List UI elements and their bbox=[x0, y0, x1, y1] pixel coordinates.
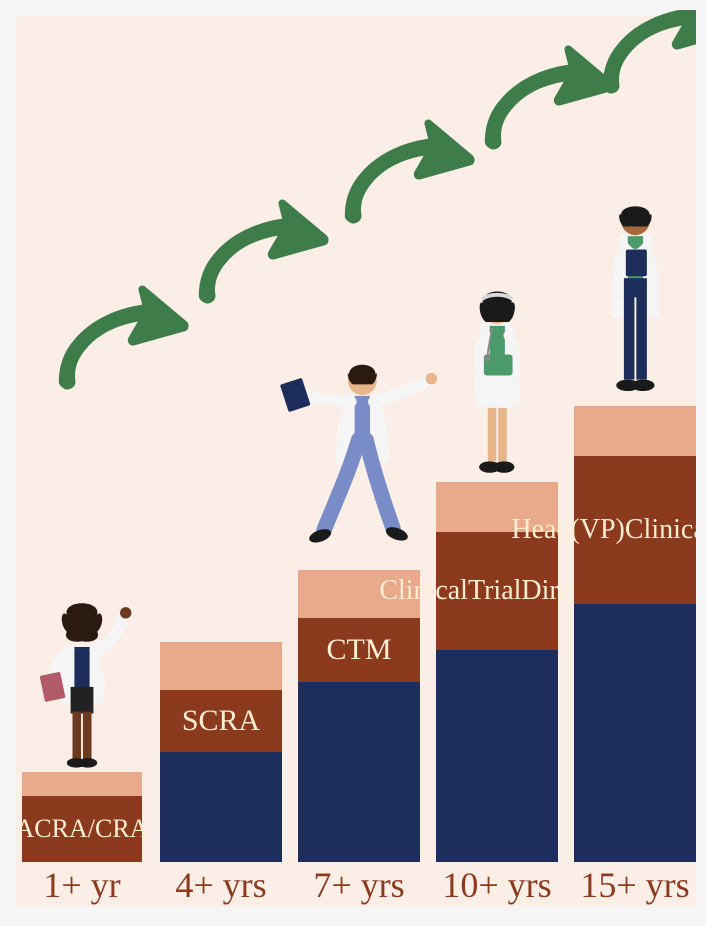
bar-label-line: ACRA/ bbox=[16, 814, 95, 844]
progress-arrow-2 bbox=[332, 106, 482, 236]
years-label-3: 10+ yrs bbox=[436, 864, 558, 906]
bar-label-line: (VP) bbox=[570, 514, 624, 546]
progress-arrow-4 bbox=[590, 10, 696, 106]
bar-top-segment bbox=[574, 406, 696, 456]
bar-label-line: CTM bbox=[326, 633, 391, 668]
person-illustration-2 bbox=[440, 280, 555, 490]
infographic-canvas: ACRA/CRA1+ yrSCRA4+ yrsCTM7+ yrsClinical… bbox=[10, 10, 696, 916]
years-label-2: 7+ yrs bbox=[298, 864, 420, 906]
years-label-4: 15+ yrs bbox=[574, 864, 696, 906]
progress-arrow-icon bbox=[186, 186, 336, 316]
bar-label-line: SCRA bbox=[182, 704, 260, 739]
bar-label-line: Clinical bbox=[379, 575, 468, 607]
career-ladder-infographic: ACRA/CRA1+ yrSCRA4+ yrsCTM7+ yrsClinical… bbox=[16, 16, 696, 906]
bar-label-segment: CTM bbox=[298, 618, 420, 682]
progress-arrow-1 bbox=[186, 186, 336, 316]
bar-label-line: Trial bbox=[468, 575, 521, 607]
bar-label-segment: Head(VP)ClinicalOps bbox=[574, 456, 696, 604]
progress-arrow-0 bbox=[46, 272, 196, 402]
bar-label-line: CRA bbox=[95, 814, 148, 844]
person-illustration-1 bbox=[278, 348, 441, 578]
bar-label-line: Head bbox=[511, 514, 570, 546]
years-label-0: 1+ yr bbox=[22, 864, 142, 906]
progress-arrow-icon bbox=[590, 10, 696, 106]
progress-arrow-icon bbox=[46, 272, 196, 402]
person-illustration-3 bbox=[578, 194, 693, 414]
career-bar-2: CTM bbox=[298, 570, 420, 862]
progress-arrow-icon bbox=[472, 32, 622, 162]
bar-bottom-segment bbox=[160, 752, 282, 862]
bar-label-line: Clinical bbox=[625, 514, 696, 546]
bar-label-segment: ClinicalTrialDirector bbox=[436, 532, 558, 650]
bar-top-segment bbox=[160, 642, 282, 690]
person-illustration-0 bbox=[25, 590, 139, 780]
career-bar-1: SCRA bbox=[160, 642, 282, 862]
years-label-1: 4+ yrs bbox=[160, 864, 282, 906]
progress-arrow-icon bbox=[332, 106, 482, 236]
bar-label-segment: ACRA/CRA bbox=[22, 796, 142, 862]
career-bar-4: Head(VP)ClinicalOps bbox=[574, 406, 696, 862]
career-bar-0: ACRA/CRA bbox=[22, 772, 142, 862]
bar-label-segment: SCRA bbox=[160, 690, 282, 752]
bar-top-segment bbox=[22, 772, 142, 796]
bar-bottom-segment bbox=[436, 650, 558, 862]
bar-bottom-segment bbox=[298, 682, 420, 862]
bar-bottom-segment bbox=[574, 604, 696, 862]
progress-arrow-3 bbox=[472, 32, 622, 162]
